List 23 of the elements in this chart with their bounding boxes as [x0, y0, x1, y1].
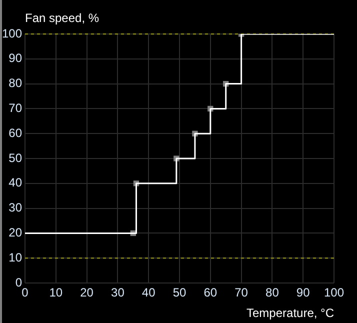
y-tick-label: 100	[2, 26, 22, 40]
x-tick-label: 80	[266, 286, 280, 300]
x-tick-label: 60	[204, 286, 218, 300]
x-tick-label: 50	[172, 286, 186, 300]
x-tick-label: 30	[111, 286, 125, 300]
y-tick-label: 50	[8, 150, 22, 165]
y-tick-label: 60	[8, 126, 22, 140]
y-tick-label: 90	[8, 51, 22, 66]
y-tick-label: 80	[8, 76, 22, 90]
x-tick-label: 90	[296, 286, 310, 300]
y-tick-label: 70	[8, 101, 22, 116]
y-tick-label: 20	[8, 226, 22, 240]
y-tick-label: 0	[15, 275, 22, 290]
x-tick-label: 100	[324, 286, 344, 300]
x-axis-title: Temperature, °C	[246, 306, 334, 320]
y-tick-label: 40	[8, 176, 22, 190]
x-tick-label: 40	[142, 286, 156, 300]
y-tick-label: 10	[8, 250, 22, 264]
y-axis-title: Fan speed, %	[25, 11, 100, 25]
x-tick-label: 20	[80, 286, 94, 300]
y-tick-label: 30	[8, 200, 22, 215]
x-tick-label: 10	[49, 286, 63, 300]
x-tick-label: 70	[234, 286, 248, 300]
